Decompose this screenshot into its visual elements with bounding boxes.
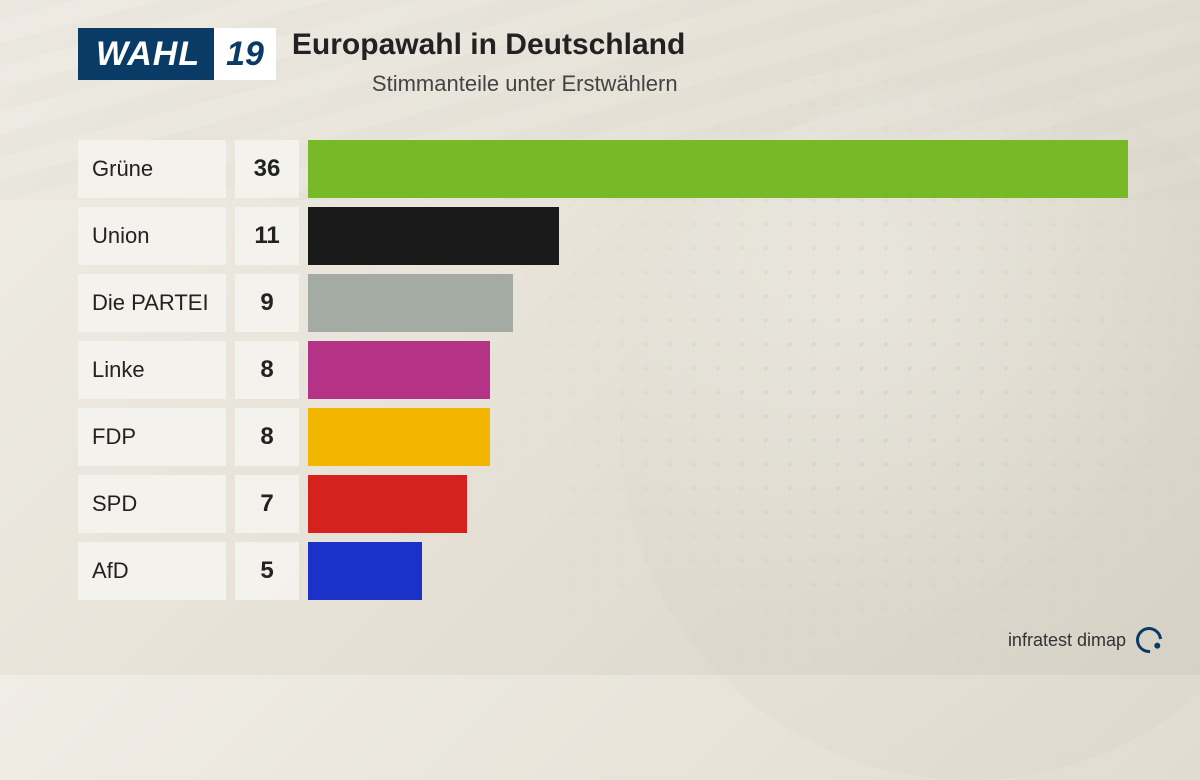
bar-track (308, 475, 1140, 533)
bar-chart: Grüne36Union11Die PARTEI9Linke8FDP8SPD7A… (78, 140, 1140, 609)
chart-row: FDP8 (78, 408, 1140, 466)
titles: Europawahl in Deutschland Stimmanteile u… (292, 28, 685, 97)
party-value: 11 (235, 207, 299, 265)
bar (308, 207, 559, 265)
party-label: Grüne (78, 140, 226, 198)
party-value: 8 (235, 408, 299, 466)
chart-row: Linke8 (78, 341, 1140, 399)
source-label: infratest dimap (1008, 630, 1126, 651)
party-value: 8 (235, 341, 299, 399)
bar (308, 408, 490, 466)
title-main: Europawahl in Deutschland (292, 28, 685, 61)
bar (308, 542, 422, 600)
bar-track (308, 274, 1140, 332)
logo-text: WAHL (78, 28, 214, 80)
title-sub: Stimmanteile unter Erstwählern (372, 71, 685, 97)
bar-track (308, 408, 1140, 466)
party-label: AfD (78, 542, 226, 600)
chart-row: Die PARTEI9 (78, 274, 1140, 332)
bar (308, 140, 1128, 198)
party-value: 5 (235, 542, 299, 600)
party-value: 7 (235, 475, 299, 533)
chart-row: Union11 (78, 207, 1140, 265)
party-label: FDP (78, 408, 226, 466)
bar-track (308, 207, 1140, 265)
party-label: Linke (78, 341, 226, 399)
party-value: 36 (235, 140, 299, 198)
chart-row: SPD7 (78, 475, 1140, 533)
header: WAHL 19 Europawahl in Deutschland Stimma… (78, 28, 685, 97)
bar (308, 274, 513, 332)
source-logo-icon (1131, 622, 1168, 659)
bar-track (308, 341, 1140, 399)
bar-track (308, 542, 1140, 600)
chart-row: Grüne36 (78, 140, 1140, 198)
bar (308, 341, 490, 399)
party-value: 9 (235, 274, 299, 332)
logo-year: 19 (214, 28, 276, 80)
bar (308, 475, 467, 533)
party-label: Die PARTEI (78, 274, 226, 332)
chart-row: AfD5 (78, 542, 1140, 600)
party-label: Union (78, 207, 226, 265)
bar-track (308, 140, 1140, 198)
footer: infratest dimap (1008, 627, 1162, 653)
party-label: SPD (78, 475, 226, 533)
